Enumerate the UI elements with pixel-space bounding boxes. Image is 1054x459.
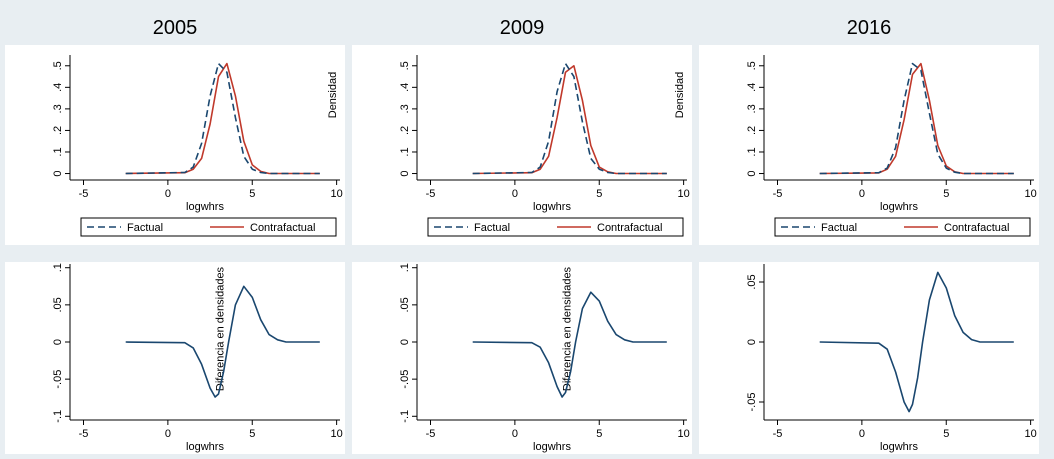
x-tick-label: -5 <box>773 188 783 200</box>
series-line-factual <box>472 62 667 175</box>
panel-title: 2009 <box>500 17 545 39</box>
panel-background <box>352 262 692 454</box>
series-line-diferencia <box>819 271 1014 413</box>
panel-background <box>352 45 692 245</box>
y-tick-label: .2 <box>746 126 758 135</box>
x-axis-title: logwhrs <box>186 201 224 213</box>
x-axis-title: logwhrs <box>880 201 918 213</box>
legend-label-contrafactual: Contrafactual <box>597 222 662 234</box>
x-tick-label: 10 <box>331 188 343 200</box>
x-axis-title: logwhrs <box>880 441 918 453</box>
y-tick-label: .05 <box>399 297 411 312</box>
y-axis-title: Diferencia en densidades <box>562 266 574 391</box>
y-tick-label: .1 <box>52 263 64 272</box>
legend-label-factual: Factual <box>474 222 510 234</box>
y-tick-label: .4 <box>52 83 64 92</box>
panel-background <box>699 45 1039 245</box>
y-axis-title: Densidad <box>327 72 339 118</box>
x-axis-title: logwhrs <box>533 201 571 213</box>
y-axis-title: Diferencia en densidades <box>215 266 227 391</box>
x-tick-label: 0 <box>165 428 171 440</box>
y-tick-label: .5 <box>52 61 64 70</box>
y-tick-label: .4 <box>746 83 758 92</box>
x-tick-label: 5 <box>249 428 255 440</box>
legend-box <box>80 217 337 237</box>
x-tick-label: -5 <box>79 188 89 200</box>
y-tick-label: .5 <box>746 61 758 70</box>
legend-label-factual: Factual <box>821 222 857 234</box>
series-line-contrafactual <box>125 62 320 175</box>
y-tick-label: .3 <box>746 104 758 113</box>
x-tick-label: 5 <box>943 428 949 440</box>
y-tick-label: 0 <box>746 339 758 345</box>
panel-background <box>5 45 345 245</box>
x-tick-label: 0 <box>859 428 865 440</box>
y-tick-label: -.05 <box>399 370 411 389</box>
panel-2005-density: 2005 -5 0 5 10 0 .1 .2 .3 .4 .5 logwhrs Densidad Fact… <box>5 17 345 245</box>
x-axis-title: logwhrs <box>186 441 224 453</box>
y-tick-label: .2 <box>399 126 411 135</box>
legend-label-contrafactual: Contrafactual <box>250 222 315 234</box>
panel-2009-difference: -5 0 5 10 -.1 -.05 0 .05 .1 logwhrs Diferencia en … <box>352 262 692 454</box>
y-tick-label: .5 <box>399 61 411 70</box>
panel-2005-difference: -5 0 5 10 -.1 -.05 0 .05 .1 logwhrs Diferencia en … <box>5 262 345 454</box>
y-tick-label: 0 <box>52 170 64 176</box>
y-axis-title: Densidad <box>674 72 686 118</box>
y-tick-label: .1 <box>399 263 411 272</box>
panel-title: 2016 <box>847 17 892 39</box>
x-tick-label: 10 <box>1025 428 1037 440</box>
series-line-factual <box>125 62 320 175</box>
legend-label-factual: Factual <box>127 222 163 234</box>
panel-2016-density: 2016 -5 0 5 10 0 .1 .2 .3 .4 .5 logwhrs Factual Contr… <box>699 17 1039 245</box>
y-tick-label: 0 <box>399 170 411 176</box>
x-tick-label: 5 <box>943 188 949 200</box>
x-tick-label: -5 <box>79 428 89 440</box>
y-tick-label: 0 <box>52 339 64 345</box>
x-tick-label: 0 <box>859 188 865 200</box>
y-tick-label: .4 <box>399 83 411 92</box>
y-tick-label: -.05 <box>746 393 758 412</box>
x-tick-label: -5 <box>773 428 783 440</box>
panel-2009-density: 2009 -5 0 5 10 0 .1 .2 .3 .4 .5 logwhrs Densidad Fact… <box>352 17 692 245</box>
panel-background <box>699 262 1039 454</box>
x-tick-label: 5 <box>249 188 255 200</box>
y-tick-label: .1 <box>746 147 758 156</box>
x-tick-label: 10 <box>1025 188 1037 200</box>
x-tick-label: 10 <box>678 188 690 200</box>
x-tick-label: 0 <box>512 428 518 440</box>
y-tick-label: .05 <box>746 274 758 289</box>
y-tick-label: .1 <box>399 147 411 156</box>
y-tick-label: .3 <box>52 104 64 113</box>
x-tick-label: 0 <box>512 188 518 200</box>
x-tick-label: 5 <box>596 428 602 440</box>
x-tick-label: -5 <box>426 428 436 440</box>
series-line-factual <box>819 62 1014 175</box>
series-line-diferencia <box>472 291 667 398</box>
y-tick-label: .05 <box>52 297 64 312</box>
y-tick-label: -.05 <box>52 370 64 389</box>
x-axis-title: logwhrs <box>533 441 571 453</box>
series-line-diferencia <box>125 285 320 398</box>
y-tick-label: 0 <box>746 170 758 176</box>
y-tick-label: .3 <box>399 104 411 113</box>
panel-title: 2005 <box>153 17 198 39</box>
x-tick-label: 5 <box>596 188 602 200</box>
x-tick-label: -5 <box>426 188 436 200</box>
legend-label-contrafactual: Contrafactual <box>944 222 1009 234</box>
y-tick-label: 0 <box>399 339 411 345</box>
legend-box <box>427 217 684 237</box>
y-tick-label: -.1 <box>52 410 64 423</box>
x-tick-label: 10 <box>331 428 343 440</box>
panel-background <box>5 262 345 454</box>
x-tick-label: 0 <box>165 188 171 200</box>
legend-box <box>774 217 1031 237</box>
x-tick-label: 10 <box>678 428 690 440</box>
y-tick-label: .2 <box>52 126 64 135</box>
y-tick-label: -.1 <box>399 410 411 423</box>
panel-2016-difference: -5 0 5 10 -.05 0 .05 logwhrs <box>699 262 1039 454</box>
y-tick-label: .1 <box>52 147 64 156</box>
